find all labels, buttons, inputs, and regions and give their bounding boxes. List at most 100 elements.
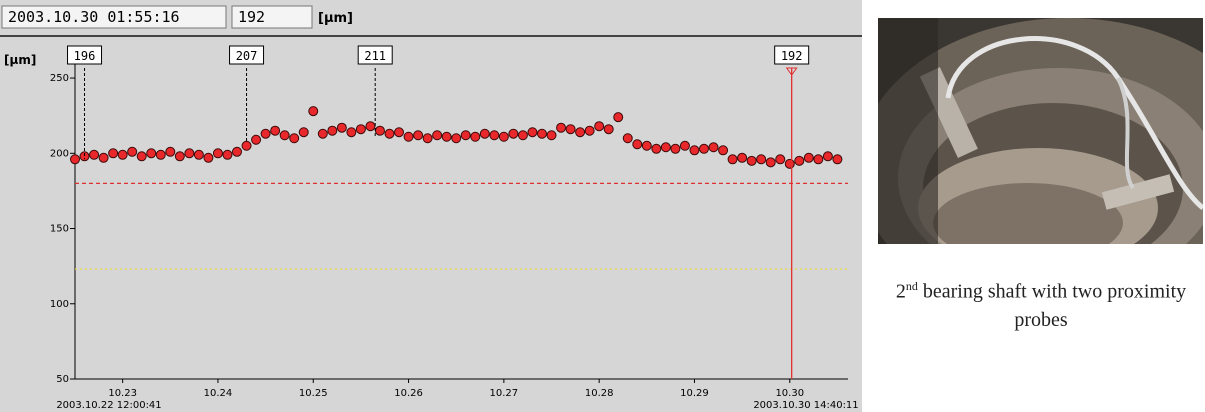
point — [280, 131, 289, 140]
y-tick-label: 200 — [50, 148, 69, 159]
point — [213, 149, 222, 158]
y-axis-label: [µm] — [4, 53, 36, 67]
point — [518, 131, 527, 140]
point — [785, 159, 794, 168]
caption-ordinal: 2 — [896, 281, 906, 303]
x-tick-label: 10.29 — [680, 388, 709, 399]
point — [71, 155, 80, 164]
point — [204, 153, 213, 162]
point — [356, 125, 365, 134]
point — [490, 131, 499, 140]
point — [290, 134, 299, 143]
point — [233, 147, 242, 156]
point — [480, 129, 489, 138]
y-tick-label: 150 — [50, 224, 69, 235]
point — [433, 131, 442, 140]
readout-unit: [µm] — [318, 11, 353, 26]
point — [261, 129, 270, 138]
point — [747, 156, 756, 165]
point — [452, 134, 461, 143]
point — [823, 152, 832, 161]
y-tick-label: 100 — [50, 299, 69, 310]
point — [804, 153, 813, 162]
cursor-label: 192 — [781, 49, 803, 63]
caption: 2nd bearing shaft with two proximity pro… — [880, 272, 1202, 334]
point — [576, 128, 585, 137]
point — [728, 155, 737, 164]
point — [690, 146, 699, 155]
x-start-label: 2003.10.22 12:00:41 — [56, 400, 161, 411]
point — [185, 149, 194, 158]
x-tick-label: 10.26 — [394, 388, 423, 399]
chart: 2003.10.30 01:55:16 192 [µm] [µm] 501001… — [0, 0, 862, 412]
point — [128, 147, 137, 156]
caption-text: bearing shaft with two proximity probes — [918, 281, 1186, 331]
readout-value: 192 — [238, 8, 265, 26]
point — [223, 150, 232, 159]
point — [604, 125, 613, 134]
point — [557, 123, 566, 132]
time-value: 2003.10.30 01:55:16 — [8, 8, 180, 26]
point — [642, 141, 651, 150]
photo — [878, 18, 1203, 244]
point — [156, 150, 165, 159]
point — [661, 143, 670, 152]
point — [471, 132, 480, 141]
point — [137, 152, 146, 161]
point — [147, 149, 156, 158]
point — [709, 143, 718, 152]
point — [547, 131, 556, 140]
point — [385, 129, 394, 138]
x-tick-label: 10.27 — [490, 388, 519, 399]
point — [118, 150, 127, 159]
point — [309, 107, 318, 116]
point — [194, 150, 203, 159]
point — [585, 126, 594, 135]
point — [699, 144, 708, 153]
point — [442, 132, 451, 141]
caption-suffix: nd — [906, 279, 918, 293]
x-tick-label: 10.23 — [108, 388, 137, 399]
point — [757, 155, 766, 164]
point — [337, 123, 346, 132]
point — [404, 132, 413, 141]
point — [166, 147, 175, 156]
x-tick-label: 10.28 — [585, 388, 614, 399]
point — [347, 128, 356, 137]
point — [109, 149, 118, 158]
point — [318, 129, 327, 138]
point — [766, 158, 775, 167]
point — [671, 144, 680, 153]
x-tick-label: 10.24 — [204, 388, 233, 399]
point — [614, 113, 623, 122]
marker-label: 211 — [364, 49, 386, 63]
marker-label: 207 — [236, 49, 258, 63]
point — [366, 122, 375, 131]
point — [271, 126, 280, 135]
point — [833, 155, 842, 164]
point — [499, 132, 508, 141]
point — [461, 131, 470, 140]
point — [175, 152, 184, 161]
point — [680, 141, 689, 150]
point — [509, 129, 518, 138]
point — [776, 155, 785, 164]
point — [242, 141, 251, 150]
point — [537, 129, 546, 138]
point — [652, 144, 661, 153]
point — [719, 146, 728, 155]
point — [795, 156, 804, 165]
page: 2003.10.30 01:55:16 192 [µm] [µm] 501001… — [0, 0, 1205, 412]
panel — [0, 0, 862, 412]
marker-label: 196 — [74, 49, 96, 63]
point — [566, 125, 575, 134]
point — [90, 150, 99, 159]
x-end-label: 2003.10.30 14:40:11 — [753, 400, 858, 411]
point — [252, 135, 261, 144]
point — [299, 128, 308, 137]
point — [633, 140, 642, 149]
point — [423, 134, 432, 143]
point — [395, 128, 404, 137]
point — [99, 153, 108, 162]
point — [414, 131, 423, 140]
